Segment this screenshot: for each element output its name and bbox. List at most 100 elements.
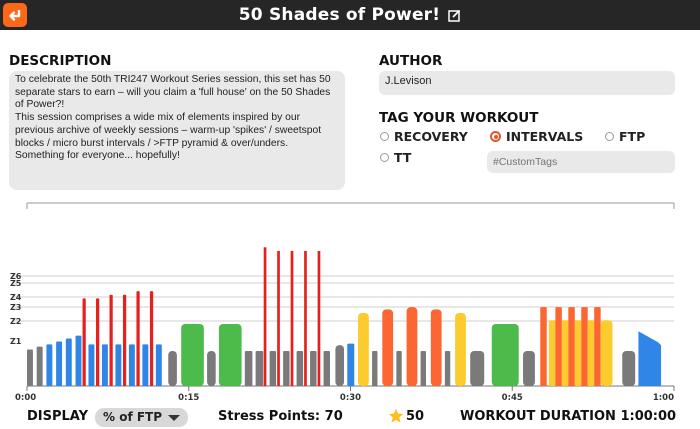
edit-icon[interactable] [448,9,461,22]
interval-bar [277,250,280,386]
tag-ftp[interactable]: FTP [605,129,645,144]
interval-bar [290,250,294,386]
interval-bar [142,344,149,386]
x-tick-label: 0:45 [502,393,523,403]
interval-bar [444,350,451,386]
tag-tt-radio[interactable] [380,153,389,162]
zone-label: Z5 [10,279,22,288]
interval-bar [600,320,613,386]
interval-bar [396,350,402,386]
tag-ftp-label: FTP [619,129,646,144]
x-tick-label: 0:15 [178,393,199,403]
interval-bar [82,298,86,386]
x-tick-label: 1:00 [653,393,674,403]
interval-bar [149,291,154,386]
display-label: DISPLAY [27,409,89,424]
display-value: % of FTP [103,410,163,424]
x-tick-label: 0:30 [340,393,361,403]
interval-bar [263,247,267,386]
author-field[interactable]: J.Levison [379,71,675,95]
stress-points: Stress Points: 70 [218,409,343,424]
zone-label: Z6 [10,272,22,281]
description-field[interactable]: To celebrate the 50th TRI247 Workout Ser… [9,71,345,190]
interval-bar [88,344,95,386]
title-bar: 50 Shades of Power! [0,0,700,30]
back-button[interactable] [3,3,27,27]
interval-bar [430,309,442,386]
workout-duration: WORKOUT DURATION 1:00:00 [460,409,677,424]
interval-bar [372,350,378,386]
interval-bar [594,307,601,386]
interval-bar [317,250,321,386]
interval-bar [96,298,100,386]
interval-bar [269,350,277,386]
tag-intervals[interactable]: INTERVALS [490,129,583,144]
zone-label: Z1 [10,337,22,346]
interval-bar [128,344,135,386]
interval-bar [491,323,519,386]
interval-bar [109,294,113,386]
interval-bar [136,291,140,386]
tag-tt-label: TT [394,150,412,165]
interval-bar [555,307,562,386]
interval-bar [296,350,304,386]
interval-bar [548,320,556,386]
tag-recovery[interactable]: RECOVERY [380,129,468,144]
tag-ftp-radio[interactable] [605,132,614,141]
interval-bar [540,307,547,386]
interval-bar [304,250,307,386]
interval-bar [358,313,369,386]
interval-bar [255,350,264,386]
interval-bar [587,320,595,386]
x-tick-label: 0:00 [15,393,36,403]
interval-bar [181,323,204,386]
interval-bar [65,338,72,386]
custom-tags-input[interactable] [487,151,675,173]
zone-label: Z4 [10,293,22,302]
interval-bar [36,346,43,386]
interval-bar [56,341,63,386]
workout-title: 50 Shades of Power! [238,5,441,25]
tag-intervals-radio[interactable] [490,131,501,142]
zone-label: Z2 [10,317,21,326]
interval-bar [75,335,82,386]
interval-bar [122,294,127,386]
interval-bar [470,350,485,386]
display-dropdown[interactable]: % of FTP [95,408,188,427]
tag-tt[interactable]: TT [380,150,411,165]
interval-bar [382,309,394,386]
author-label: AUTHOR [379,53,443,69]
interval-bar [581,307,588,386]
zone-label: Z3 [10,303,21,312]
interval-bar [310,350,317,386]
interval-bar [283,350,290,386]
tag-recovery-label: RECOVERY [394,129,468,144]
interval-bar [168,350,177,386]
interval-bar [155,344,162,386]
bottom-bar: DISPLAY % of FTP Stress Points: 70 50 WO… [0,405,700,429]
interval-bar [455,313,466,386]
star-icon [388,408,404,423]
interval-bar [46,344,53,386]
interval-bar [218,323,242,386]
star-count: 50 [406,409,425,424]
interval-bar [347,343,355,386]
interval-bar [420,350,426,386]
interval-bar [323,350,331,386]
chevron-down-icon [168,415,180,421]
interval-bar [244,350,253,386]
interval-bar [406,307,418,386]
tag-recovery-radio[interactable] [380,132,389,141]
interval-bar [574,320,582,386]
tag-intervals-label: INTERVALS [506,129,584,144]
description-label: DESCRIPTION [9,53,112,69]
interval-bar [27,349,33,386]
interval-bar [622,350,636,386]
back-arrow-icon [9,10,21,21]
interval-bar [568,307,575,386]
interval-bar [101,344,108,386]
interval-bar [207,350,216,386]
interval-bar [561,320,569,386]
interval-bar [115,344,122,386]
